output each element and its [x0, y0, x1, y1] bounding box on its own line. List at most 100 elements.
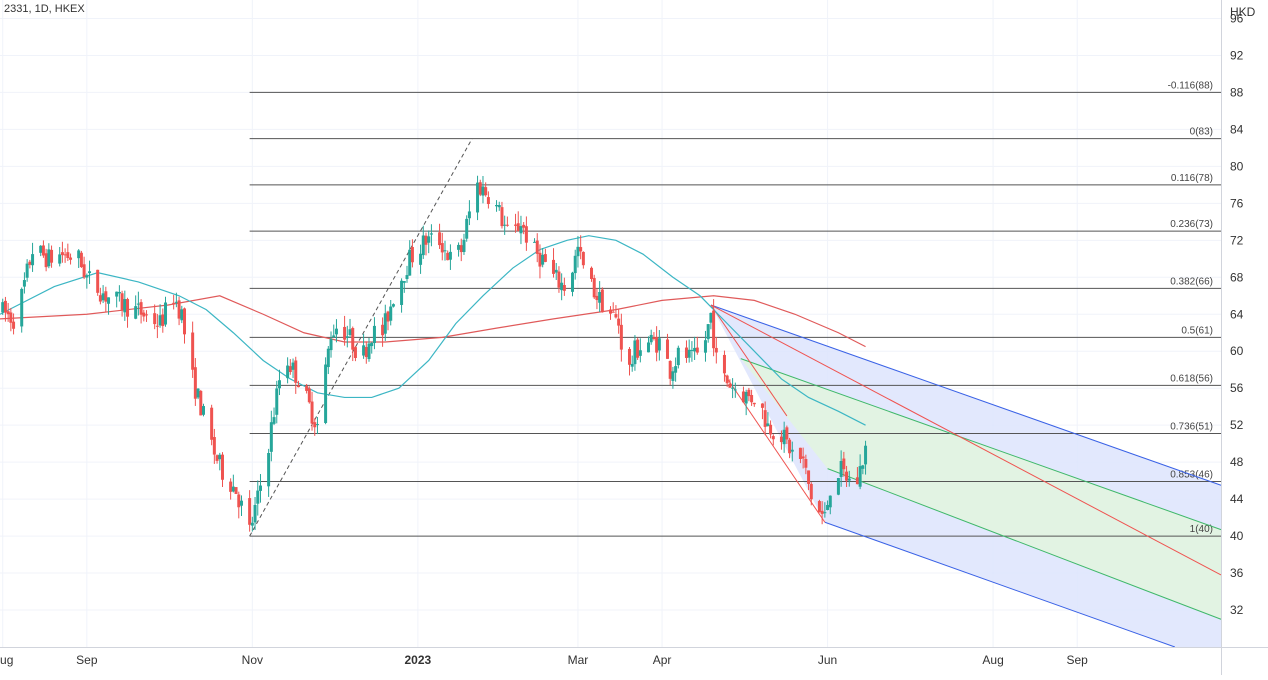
candle-body	[560, 282, 564, 291]
candle-body	[332, 335, 336, 338]
candle	[714, 336, 718, 364]
x-tick-label: Sep	[76, 653, 98, 667]
candle-body	[269, 422, 273, 452]
candle	[782, 421, 786, 453]
y-tick-label: 40	[1230, 529, 1244, 543]
candle	[855, 467, 859, 485]
fib-level-label: 0.736(51)	[1170, 421, 1213, 432]
candle-body	[305, 386, 309, 391]
candle-body	[79, 252, 83, 268]
candle-body	[576, 246, 580, 257]
candle	[676, 345, 680, 369]
candle	[785, 425, 789, 445]
candle-body	[554, 269, 558, 273]
candle-body	[180, 309, 184, 321]
x-tick-label: Jun	[818, 653, 837, 667]
candle-body	[210, 407, 214, 440]
candle-body	[595, 295, 599, 301]
candle-body	[847, 478, 851, 481]
ma-slow-line	[0, 295, 866, 348]
candle-body	[769, 424, 773, 435]
candle-body	[421, 235, 425, 256]
candle-body	[763, 410, 767, 427]
candle	[101, 285, 105, 304]
candle	[519, 215, 523, 245]
candle	[728, 379, 732, 388]
candle	[291, 358, 295, 379]
candle	[709, 312, 713, 330]
candle	[96, 269, 100, 296]
candle-body	[231, 486, 235, 492]
candle-body	[443, 250, 447, 252]
candle	[766, 412, 770, 427]
candle	[183, 307, 187, 344]
pitchfork-pivot-line	[710, 304, 788, 417]
x-tick-label: Mar	[568, 653, 589, 667]
candle-body	[836, 478, 840, 495]
candle-body	[611, 311, 615, 313]
candle	[543, 248, 547, 263]
y-tick-label: 48	[1230, 455, 1244, 469]
candle-body	[750, 395, 754, 403]
candle	[202, 403, 205, 417]
candle	[448, 244, 452, 270]
candle-body	[351, 328, 355, 350]
candle-body	[348, 329, 352, 335]
candle	[191, 321, 195, 378]
candle	[288, 359, 292, 375]
candle	[478, 179, 482, 197]
candle	[134, 295, 138, 320]
candle-body	[248, 498, 252, 525]
candle	[503, 215, 507, 235]
candle-body	[782, 429, 786, 445]
candle-body	[633, 340, 637, 365]
candle-body	[592, 278, 596, 298]
candle	[12, 313, 16, 335]
candle	[161, 308, 165, 333]
candle-body	[58, 254, 62, 264]
candle-body	[695, 347, 699, 353]
candle-body	[20, 288, 24, 327]
candle	[77, 249, 81, 269]
candle	[329, 331, 333, 358]
candle-body	[557, 271, 561, 288]
candle	[533, 238, 537, 243]
candle	[215, 454, 219, 464]
candle-body	[199, 390, 203, 416]
candle	[253, 496, 257, 530]
candle	[275, 380, 279, 424]
x-tick-label: 2023	[405, 653, 432, 667]
candle-body	[117, 291, 121, 294]
candle	[744, 389, 748, 416]
candle-body	[96, 269, 100, 293]
candle-body	[801, 456, 805, 459]
candle	[465, 215, 469, 242]
candle-body	[343, 326, 347, 340]
candle	[573, 249, 577, 280]
candles	[1, 175, 868, 532]
candle-body	[581, 251, 585, 266]
candle-body	[823, 512, 827, 514]
candle	[345, 325, 349, 348]
candle-body	[402, 281, 406, 283]
candle	[481, 175, 485, 204]
candle-body	[590, 267, 594, 279]
candle-body	[334, 328, 338, 335]
candle	[823, 502, 827, 518]
candle-body	[77, 250, 81, 259]
candle-body	[28, 261, 32, 265]
candle-body	[752, 402, 756, 405]
y-tick-label: 72	[1230, 233, 1244, 247]
candle	[120, 290, 124, 317]
candle-body	[326, 348, 330, 368]
candle	[88, 260, 92, 284]
candle-body	[766, 423, 770, 426]
candle	[44, 248, 48, 272]
candle-body	[60, 252, 64, 256]
candle-body	[419, 253, 423, 265]
candle	[272, 407, 276, 426]
candle	[82, 256, 86, 280]
candle-body	[44, 253, 48, 268]
candle-body	[842, 458, 846, 470]
